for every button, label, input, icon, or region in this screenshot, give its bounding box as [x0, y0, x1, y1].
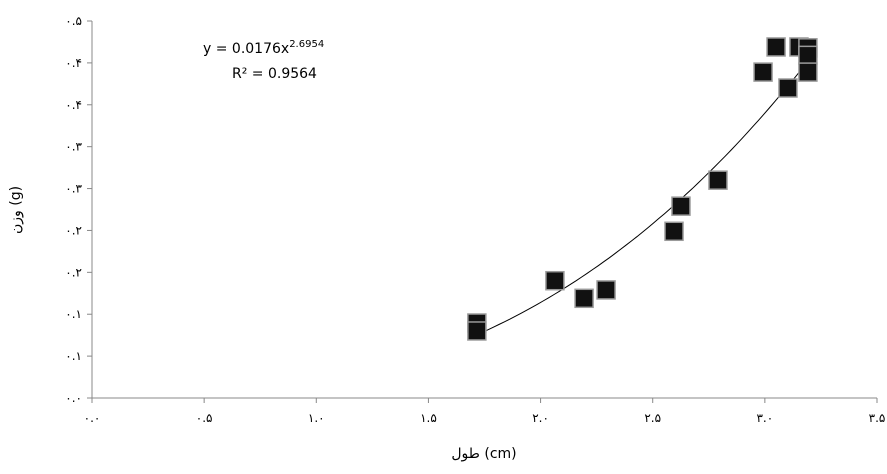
point	[708, 170, 728, 190]
y-tick-label: ۰.۱	[65, 349, 82, 363]
point	[798, 45, 818, 66]
x-tick-label: ۱.۵	[420, 411, 437, 425]
y-tick-label: ۰.۳	[65, 182, 82, 196]
point	[778, 78, 798, 98]
y-tick-label: ۰.۴	[65, 56, 82, 70]
point	[545, 270, 565, 291]
equation-exponent: 2.6954	[289, 39, 324, 50]
equation-text: y = 0.0176x	[203, 41, 289, 57]
x-axis-title: طول (cm)	[451, 446, 516, 462]
y-tick-label: ۰.۲	[65, 223, 82, 237]
x-tick-label: ۰.۰	[84, 411, 101, 425]
point	[574, 288, 594, 309]
y-tick-label: ۰.۵	[65, 14, 82, 28]
y-tick-label: ۰.۰	[65, 391, 82, 405]
r-squared: R² = 0.9564	[232, 66, 317, 82]
x-tick-label: ۲.۵	[644, 411, 661, 425]
point	[766, 37, 786, 57]
x-tick-label: ۳.۰	[756, 411, 773, 425]
x-tick-label: ۱.۰	[308, 411, 325, 425]
y-tick-label: ۰.۴	[65, 98, 82, 112]
x-tick-label: ۳.۵	[869, 411, 886, 425]
x-tick-label: ۲.۰	[532, 411, 549, 425]
y-tick-label: ۰.۱	[65, 307, 82, 321]
point	[467, 321, 487, 341]
y-tick-label: ۰.۳	[65, 140, 82, 154]
point	[664, 221, 684, 242]
point	[671, 196, 691, 216]
point	[798, 62, 818, 82]
y-axis-title: وزن (g)	[8, 186, 24, 234]
y-tick-label: ۰.۲	[65, 265, 82, 279]
point	[596, 280, 616, 300]
point	[753, 62, 773, 82]
trend-equation: y = 0.0176x2.6954	[203, 39, 324, 57]
x-tick-label: ۰.۵	[196, 411, 213, 425]
trendline	[476, 60, 809, 336]
